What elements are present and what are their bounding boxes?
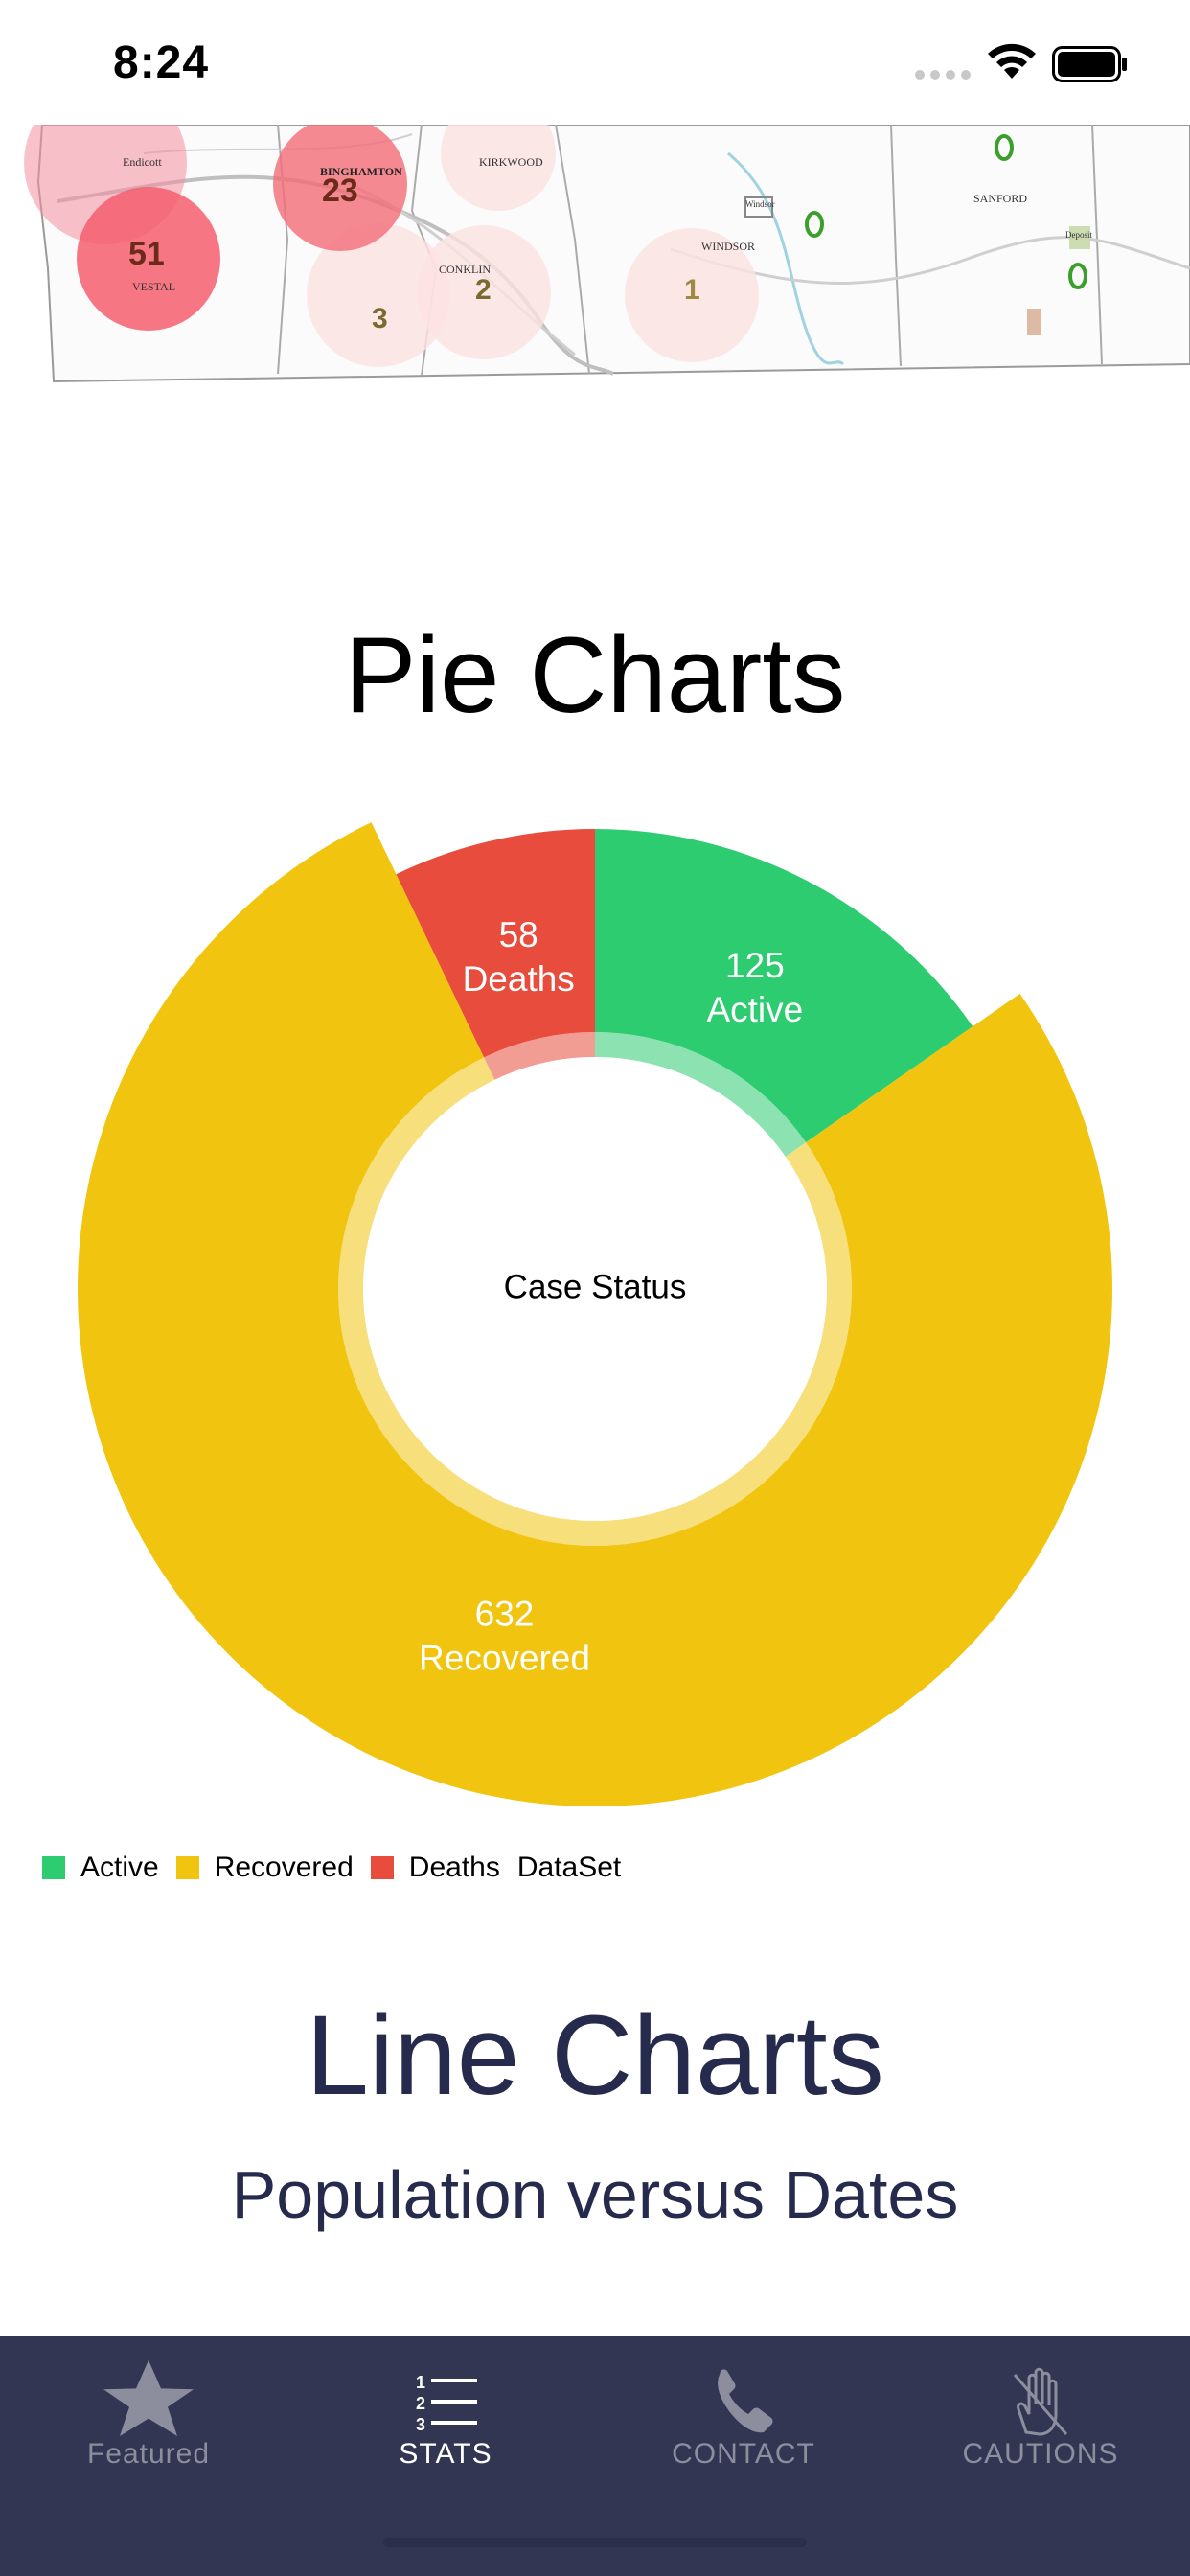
pie-slice-active[interactable]: [595, 829, 973, 1143]
pie-chart[interactable]: Case Status 125 Active 632 Recovered 58 Death…: [0, 805, 1190, 1821]
tab-label: Featured: [86, 2438, 211, 2470]
pie-slice-inner-ring: [484, 1032, 595, 1080]
legend-label: Active: [80, 1852, 159, 1883]
legend-dataset: DataSet: [517, 1852, 621, 1884]
map-svg: [0, 125, 1190, 412]
home-indicator: [383, 2538, 807, 2547]
map-label: Endicott: [123, 155, 162, 169]
legend-swatch: [370, 1856, 394, 1879]
pie-slice-value-label: 632: [475, 1595, 535, 1634]
map-label: VESTAL: [132, 280, 176, 293]
tab-featured[interactable]: Featured: [0, 2336, 297, 2490]
svg-text:1: 1: [416, 2373, 425, 2392]
map-count: 51: [128, 236, 165, 272]
pie-slice-inner-ring: [595, 1032, 807, 1157]
pie-slice-name-label: Recovered: [419, 1639, 590, 1678]
map-label: WINDSOR: [701, 240, 755, 253]
legend-item-deaths: Deaths: [370, 1852, 500, 1884]
pie-slice-recovered[interactable]: [77, 822, 1113, 1807]
map-label: KIRKWOOD: [479, 155, 543, 169]
battery-icon: [1052, 46, 1127, 82]
legend-swatch: [42, 1856, 65, 1879]
map-count: 2: [475, 274, 492, 306]
tab-contact[interactable]: CONTACT: [595, 2336, 892, 2490]
legend-label: Deaths: [408, 1852, 500, 1883]
pie-center-text: Case Status: [504, 1268, 687, 1305]
pie-slice-name-label: Active: [706, 990, 803, 1029]
signal-icon: [915, 70, 973, 81]
no-touch-icon: [1013, 2367, 1068, 2436]
legend-item-active: Active: [42, 1852, 159, 1884]
map-label: CONKLIN: [439, 263, 491, 276]
tab-label: CAUTIONS: [962, 2438, 1119, 2470]
line-section-subtitle: Population versus Dates: [231, 2157, 959, 2232]
pie-section-title: Pie Charts: [344, 615, 846, 735]
star-icon: [103, 2359, 194, 2436]
tab-stats[interactable]: 1 2 3 STATS: [297, 2336, 594, 2490]
tab-bar: Featured 1 2 3 STATS CONTACT CAUTIONS: [0, 2336, 1190, 2576]
pie-slice-value-label: 125: [725, 946, 785, 985]
wifi-icon: [988, 43, 1036, 79]
pie-slice-value-label: 58: [499, 915, 538, 954]
phone-icon: [718, 2369, 773, 2433]
legend-swatch: [175, 1856, 199, 1879]
tab-label: STATS: [399, 2438, 492, 2470]
map-label: Deposit: [1065, 230, 1092, 240]
legend-label: Recovered: [214, 1852, 354, 1883]
chart-legend: Active Recovered Deaths DataSet: [42, 1852, 638, 1884]
county-map[interactable]: Endicott VESTAL BINGHAMTON KIRKWOOD CONK…: [0, 125, 1190, 412]
map-count: 1: [684, 274, 700, 306]
legend-item-recovered: Recovered: [175, 1852, 354, 1884]
map-label: BINGHAMTON: [320, 165, 402, 178]
tab-label: CONTACT: [672, 2438, 815, 2470]
status-bar: 8:24: [0, 0, 1190, 125]
pie-slice-deaths[interactable]: [396, 829, 595, 1058]
map-count: 3: [372, 303, 388, 334]
line-section-title: Line Charts: [306, 1992, 884, 2119]
map-label: Windsor: [745, 199, 775, 209]
map-label: SANFORD: [973, 192, 1028, 205]
svg-text:2: 2: [416, 2394, 425, 2413]
pie-slice-name-label: Deaths: [463, 959, 575, 999]
list-icon: 1 2 3: [416, 2373, 477, 2434]
map-count: 23: [322, 172, 358, 209]
legend-dataset-label: DataSet: [516, 1852, 622, 1883]
svg-text:3: 3: [416, 2415, 425, 2434]
status-time: 8:24: [113, 37, 210, 88]
tab-cautions[interactable]: CAUTIONS: [892, 2336, 1189, 2490]
pie-hole: [363, 1057, 827, 1521]
